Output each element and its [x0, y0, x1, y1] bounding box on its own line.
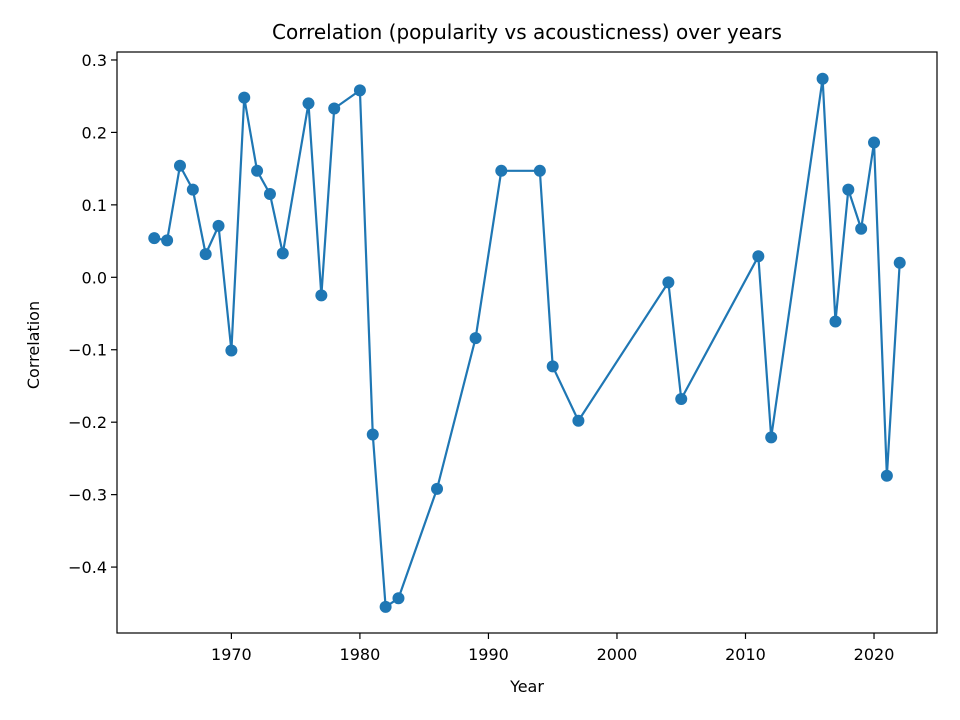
data-point	[880, 469, 893, 482]
data-point	[238, 91, 251, 104]
data-point	[366, 428, 379, 441]
data-point	[263, 187, 276, 200]
y-tick-label: −0.4	[68, 558, 107, 577]
data-point	[469, 332, 482, 345]
data-point	[392, 592, 405, 605]
data-point	[353, 84, 366, 97]
data-point	[495, 164, 508, 177]
y-tick-label: −0.3	[68, 486, 107, 505]
data-point	[893, 256, 906, 269]
data-point	[302, 97, 315, 110]
data-point	[379, 600, 392, 613]
y-tick-label: −0.2	[68, 413, 107, 432]
data-point	[328, 102, 341, 115]
data-point	[199, 248, 212, 261]
data-point	[173, 159, 186, 172]
x-tick-label: 1970	[211, 645, 252, 664]
data-point	[662, 276, 675, 289]
data-point	[816, 72, 829, 85]
data-point	[251, 164, 264, 177]
y-tick-label: 0.2	[82, 123, 107, 142]
plot-area: 1970 1980 1990 2000 2010 2020 −0.4 −0.3 −0.2 −0.1…	[68, 51, 938, 664]
data-point	[148, 232, 161, 245]
x-tick-label: 1980	[340, 645, 381, 664]
y-axis-label: Correlation	[24, 301, 43, 389]
data-point	[868, 136, 881, 149]
data-point	[315, 289, 328, 302]
data-point	[765, 431, 778, 444]
y-tick-label: 0.0	[82, 268, 107, 287]
data-point	[572, 414, 585, 427]
data-point	[212, 219, 225, 232]
data-point	[675, 393, 688, 406]
y-tick-label: −0.1	[68, 341, 107, 360]
data-point	[752, 250, 765, 263]
data-point	[186, 183, 199, 196]
x-tick-label: 2020	[854, 645, 895, 664]
data-point	[533, 164, 546, 177]
data-point	[855, 222, 868, 235]
x-tick-label: 2010	[725, 645, 766, 664]
y-tick-label: 0.3	[82, 51, 107, 70]
data-point	[161, 234, 174, 247]
data-point	[225, 344, 238, 357]
data-point	[829, 315, 842, 328]
data-point	[276, 247, 289, 260]
x-tick-label: 2000	[597, 645, 638, 664]
chart-title: Correlation (popularity vs acousticness)…	[272, 20, 782, 44]
x-tick-label: 1990	[468, 645, 509, 664]
axes-frame	[116, 51, 938, 634]
data-point	[546, 360, 559, 373]
x-axis-label: Year	[509, 677, 544, 696]
y-tick-label: 0.1	[82, 196, 107, 215]
data-point	[431, 482, 444, 495]
data-point	[842, 183, 855, 196]
